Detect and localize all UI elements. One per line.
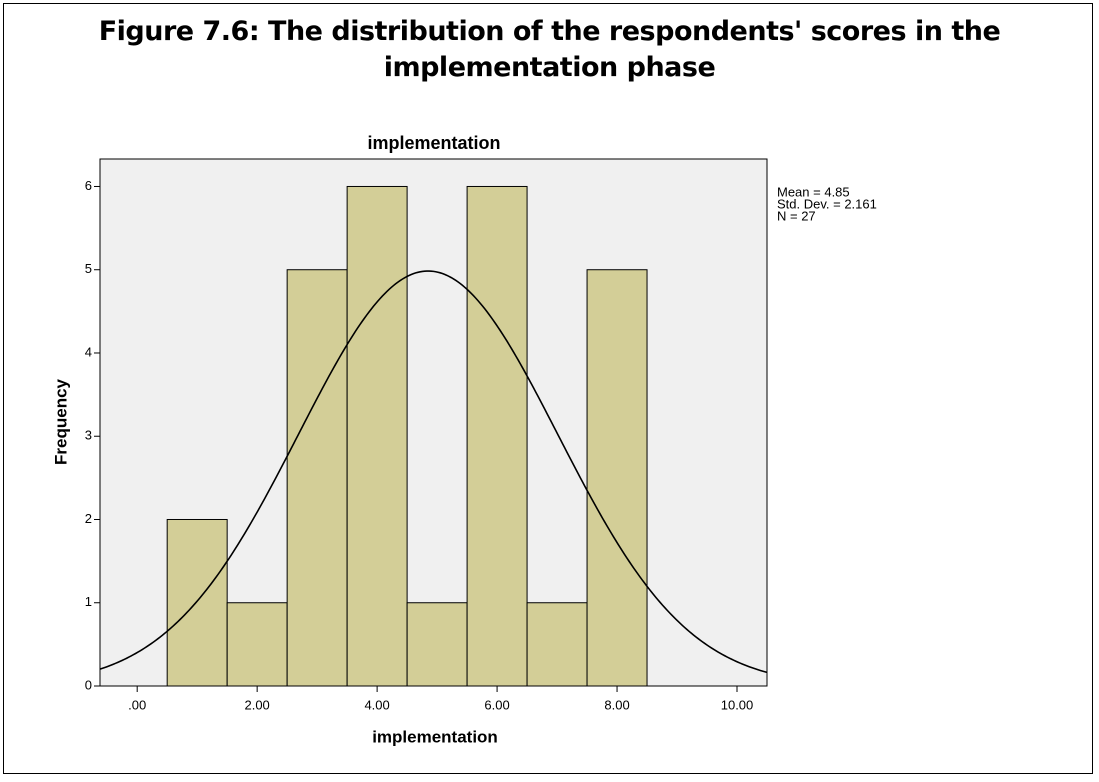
y-axis-label: Frequency [51, 378, 70, 465]
bar [526, 602, 588, 687]
bar [406, 602, 468, 687]
x-tick-label: 10.00 [721, 697, 754, 712]
y-tick-label: 5 [85, 261, 92, 276]
bar [166, 518, 228, 687]
bar [286, 269, 348, 687]
bar [346, 185, 408, 687]
y-tick-label: 2 [85, 511, 92, 526]
y-tick-label: 6 [85, 178, 92, 193]
y-tick-label: 0 [85, 677, 92, 692]
bar [226, 602, 288, 687]
stat-label: Mean = 4.85 [777, 184, 850, 199]
chart-title: implementation [367, 133, 500, 153]
stat-label: N = 27 [777, 208, 816, 223]
normal-curve [99, 270, 768, 674]
figure-title: Figure 7.6: The distribution of the resp… [98, 16, 1001, 83]
frame [3, 3, 1093, 774]
x-tick-label: 2.00 [244, 697, 269, 712]
y-tick-label: 4 [85, 344, 92, 359]
x-axis-label: implementation [372, 727, 498, 746]
y-tick-label: 1 [85, 594, 92, 609]
stat-label: Std. Dev. = 2.161 [777, 196, 877, 211]
x-tick-label: 4.00 [364, 697, 389, 712]
x-tick-label: 8.00 [604, 697, 629, 712]
bar [586, 269, 648, 687]
bar [466, 185, 528, 687]
y-tick-label: 3 [85, 428, 92, 443]
x-tick-label: 6.00 [484, 697, 509, 712]
x-tick-label: .00 [128, 697, 146, 712]
